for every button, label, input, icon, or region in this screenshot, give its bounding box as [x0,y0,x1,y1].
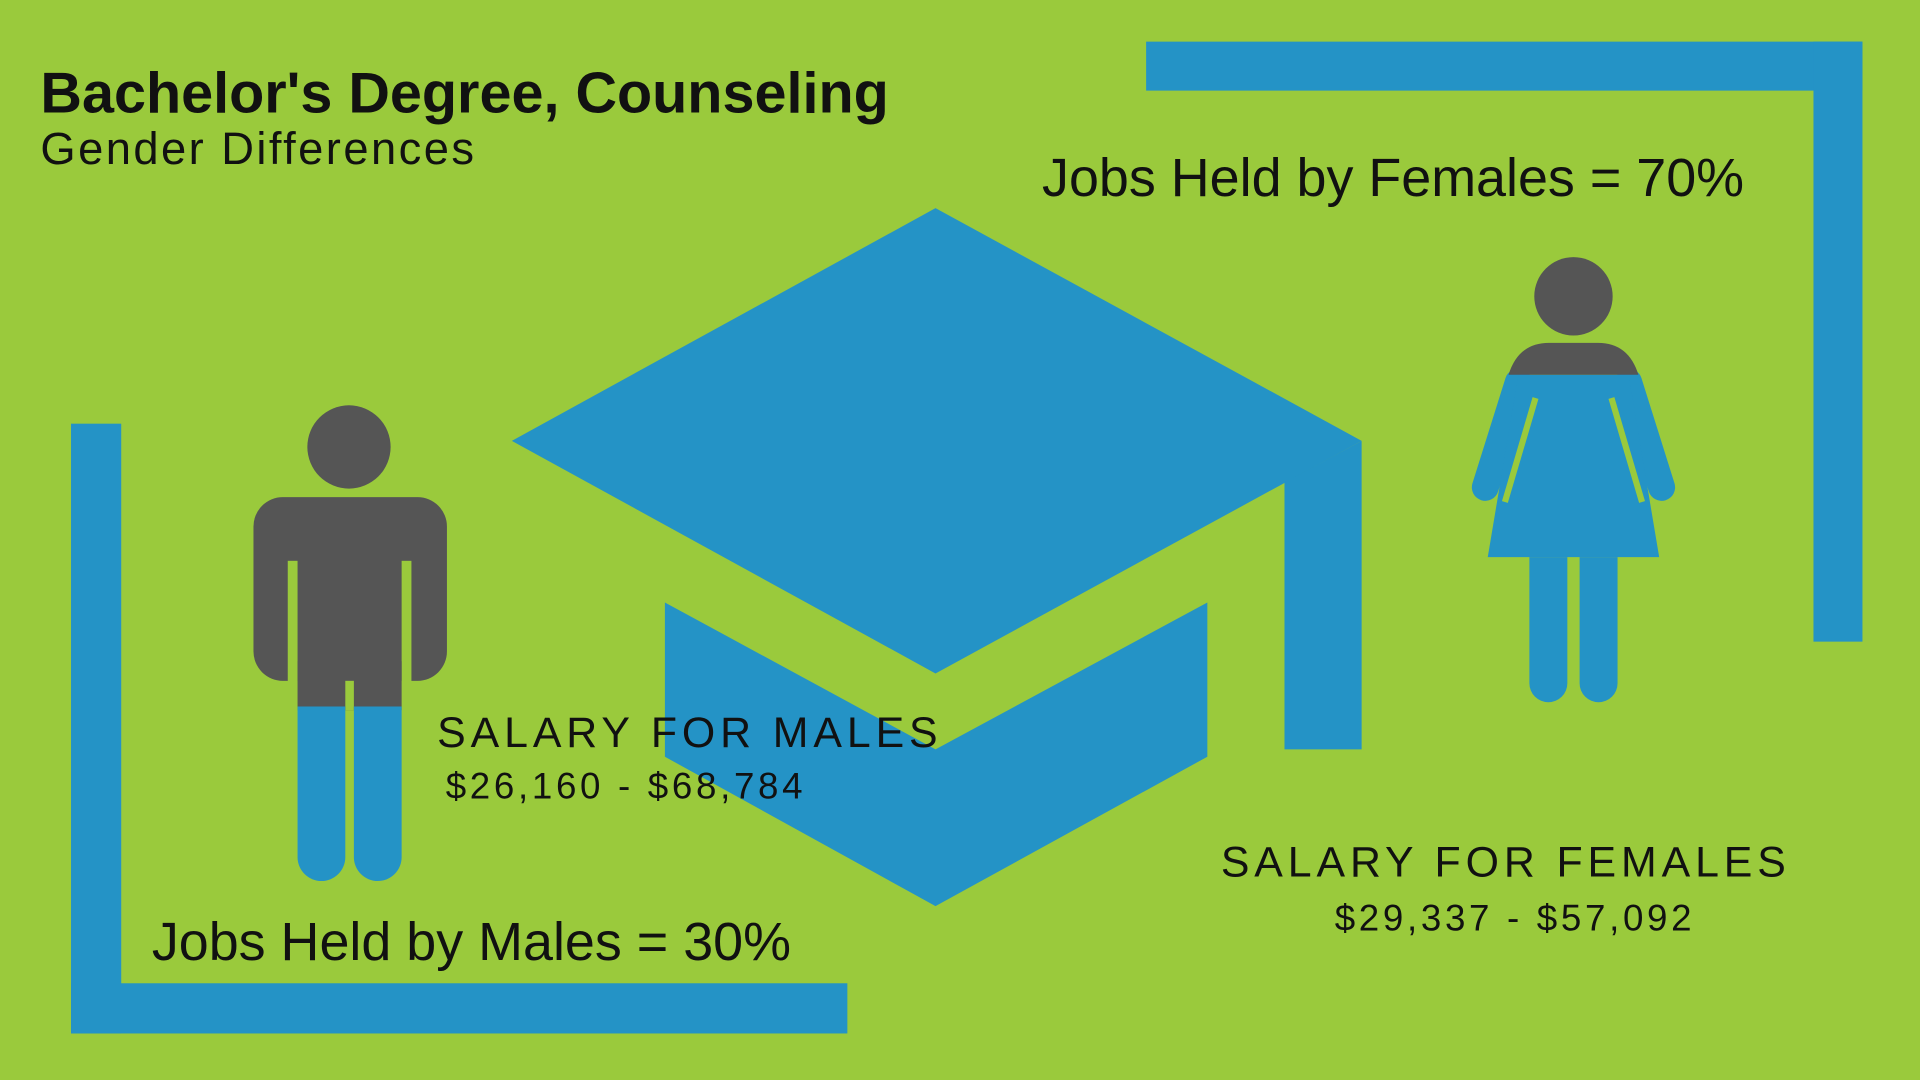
female-leg [1529,557,1568,703]
male-arm-gap [287,560,298,684]
female-arm-gap [1608,397,1645,503]
male-torso [253,497,447,681]
female-arm-gap [1501,397,1539,503]
cap-base [664,602,1208,907]
bracket-right [1813,41,1863,642]
brackets [71,41,1863,1034]
female-shoulders [1508,342,1639,375]
male-salary-range: $26,160 - $68,784 [446,765,807,806]
male-head [307,405,391,489]
male-leg [353,706,402,882]
female-icon [1471,257,1676,703]
title: Bachelor's Degree, Counseling [40,62,888,126]
female-salary-range: $29,337 - $57,092 [1335,898,1696,939]
bracket-bottom [71,983,848,1034]
bracket-left [71,423,122,1034]
female-leg [1579,557,1618,703]
bracket-top [1146,41,1863,91]
male-salary-label: SALARY FOR MALES [437,709,942,757]
male-jobs: Jobs Held by Males = 30% [152,912,791,972]
graduation-cap [511,208,1362,907]
cap-top [511,208,1362,674]
female-arm [1471,368,1532,501]
subtitle: Gender Differences [40,123,476,174]
female-head [1534,257,1613,336]
male-arm-gap [401,560,412,684]
female-jobs: Jobs Held by Females = 70% [1042,148,1744,208]
male-leg [297,706,346,882]
female-arm [1615,368,1676,501]
cap-tassel [1284,440,1362,750]
female-salary-label: SALARY FOR FEMALES [1221,839,1791,887]
male-icon [253,405,447,882]
male-leg-gap [345,680,354,711]
